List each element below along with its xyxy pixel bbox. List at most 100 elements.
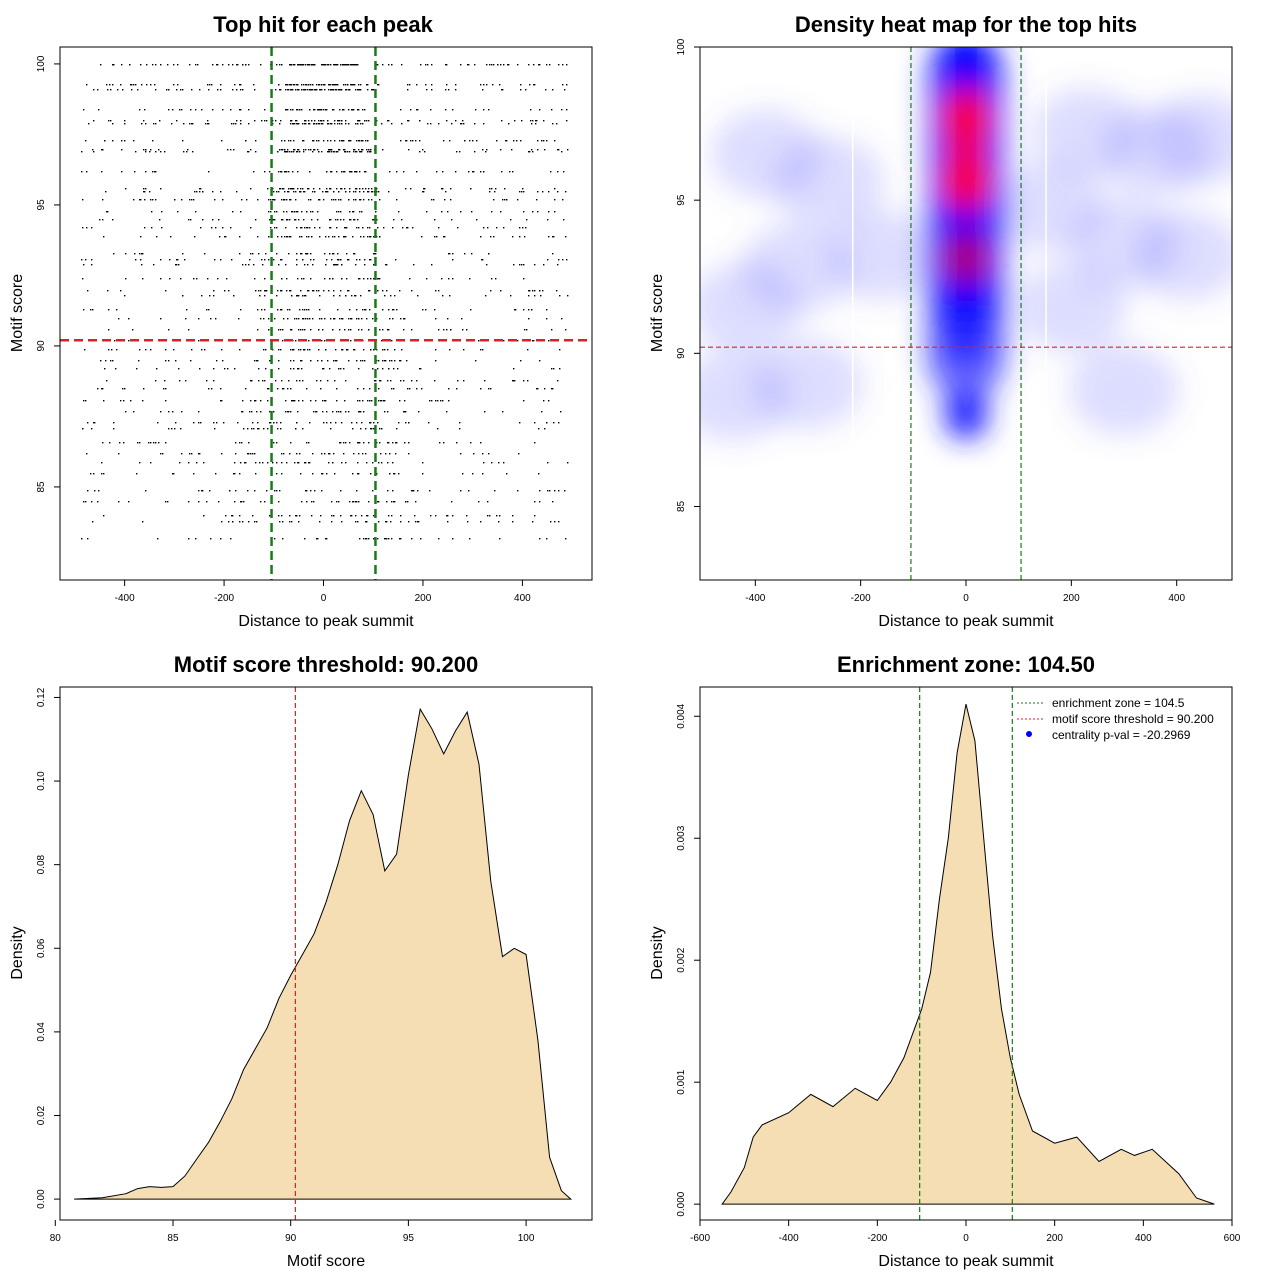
data-point — [211, 388, 213, 390]
data-point — [502, 89, 504, 91]
data-point — [211, 227, 213, 229]
data-point — [87, 490, 89, 492]
data-point — [174, 199, 176, 201]
data-point — [143, 149, 145, 151]
data-point — [350, 318, 352, 320]
data-point — [284, 191, 286, 193]
data-point — [270, 422, 272, 424]
data-point — [240, 84, 242, 86]
data-point — [236, 64, 238, 66]
data-point — [110, 360, 112, 362]
data-point — [539, 360, 541, 362]
data-point — [355, 295, 357, 297]
data-point — [252, 253, 254, 255]
data-point — [326, 411, 328, 413]
data-point — [362, 227, 364, 229]
data-point — [160, 259, 162, 261]
data-point — [248, 151, 250, 153]
data-point — [338, 211, 340, 213]
data-point — [349, 501, 351, 503]
data-point — [363, 442, 365, 444]
data-point — [216, 422, 218, 424]
data-point — [320, 120, 322, 122]
data-point — [408, 422, 410, 424]
data-point — [339, 318, 341, 320]
data-point — [389, 318, 391, 320]
data-point — [335, 219, 337, 221]
data-point — [534, 422, 536, 424]
data-point — [539, 109, 541, 111]
data-point — [554, 140, 556, 142]
heat-blob — [1016, 262, 1127, 353]
data-point — [372, 490, 374, 492]
data-point — [433, 199, 435, 201]
data-point — [278, 84, 280, 86]
data-point — [345, 442, 347, 444]
data-point — [233, 149, 235, 151]
data-point — [112, 123, 114, 125]
data-point — [316, 140, 318, 142]
data-point — [357, 388, 359, 390]
y-axis: 0.000.020.040.060.080.100.12 — [36, 687, 60, 1209]
x-tick-label: -400 — [115, 593, 135, 604]
data-point — [135, 84, 137, 86]
data-point — [419, 368, 421, 370]
data-point — [437, 400, 439, 402]
data-point — [344, 171, 346, 173]
data-point — [128, 501, 130, 503]
data-point — [313, 140, 315, 142]
data-point — [336, 211, 338, 213]
data-point — [352, 473, 354, 475]
data-point — [407, 501, 409, 503]
data-point — [354, 349, 356, 351]
data-point — [113, 253, 115, 255]
data-point — [406, 140, 408, 142]
data-point — [431, 199, 433, 201]
data-point — [278, 171, 280, 173]
data-point — [360, 295, 362, 297]
data-point — [496, 227, 498, 229]
data-point — [392, 309, 394, 311]
data-point — [334, 380, 336, 382]
data-point — [191, 349, 193, 351]
data-point — [255, 219, 257, 221]
data-point — [333, 264, 335, 266]
data-point — [222, 109, 224, 111]
data-point — [291, 188, 293, 190]
data-point — [487, 227, 489, 229]
data-point — [285, 109, 287, 111]
data-point — [333, 515, 335, 517]
data-point — [330, 171, 332, 173]
data-point — [548, 191, 550, 193]
data-point — [368, 120, 370, 122]
data-point — [371, 400, 373, 402]
data-point — [333, 199, 335, 201]
data-point — [309, 227, 311, 229]
data-point — [358, 501, 360, 503]
data-point — [384, 295, 386, 297]
data-point — [379, 199, 381, 201]
data-point — [248, 521, 250, 523]
data-point — [195, 64, 197, 66]
data-point — [114, 340, 116, 342]
data-point — [312, 453, 314, 455]
data-point — [532, 211, 534, 213]
data-point — [316, 411, 318, 413]
data-point — [281, 171, 283, 173]
data-point — [355, 501, 357, 503]
data-point — [461, 318, 463, 320]
data-point — [353, 64, 355, 66]
data-point — [167, 501, 169, 503]
data-point — [452, 515, 454, 517]
data-point — [296, 84, 298, 86]
data-point — [293, 140, 295, 142]
data-point — [563, 219, 565, 221]
data-point — [153, 442, 155, 444]
data-point — [529, 290, 531, 292]
data-point — [416, 109, 418, 111]
data-point — [307, 349, 309, 351]
data-point — [495, 278, 497, 280]
data-point — [308, 188, 310, 190]
data-point — [423, 191, 425, 193]
data-point — [355, 171, 357, 173]
